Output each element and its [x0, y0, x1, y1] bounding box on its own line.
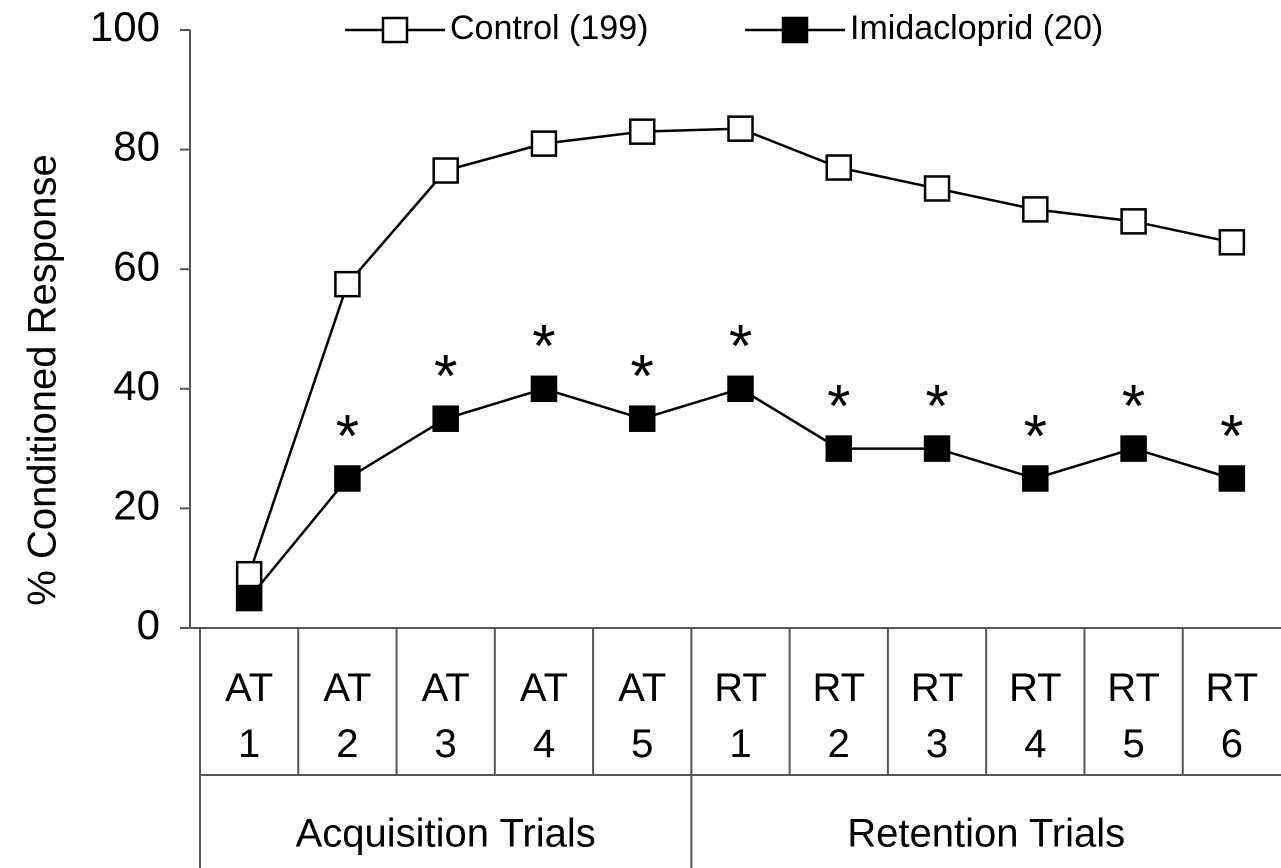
x-tick-label: RT 1: [714, 666, 767, 766]
point-label: *: [1024, 402, 1047, 469]
y-tick-label: 80: [113, 123, 160, 170]
y-tick-label: 100: [90, 3, 160, 50]
x-tick-label: AT 3: [422, 666, 470, 766]
marker: [923, 175, 951, 202]
marker: [432, 405, 459, 432]
marker: [1120, 208, 1147, 235]
marker: [628, 405, 656, 432]
x-tick-label: AT 1: [225, 666, 273, 766]
marker: [1022, 465, 1049, 492]
legend-marker: [381, 16, 409, 44]
point-label: *: [925, 372, 948, 439]
marker: [432, 157, 459, 184]
marker: [530, 375, 558, 403]
point-label: *: [631, 343, 654, 410]
x-tick-label: AT 5: [618, 666, 666, 766]
y-tick-label: 60: [113, 242, 160, 289]
point-label: *: [532, 313, 555, 380]
y-tick-label: 0: [137, 601, 160, 648]
y-axis-label: % Conditioned Response: [21, 154, 65, 605]
marker: [825, 154, 853, 181]
point-label: *: [434, 343, 457, 410]
marker: [530, 130, 558, 157]
y-tick-label: 20: [113, 481, 160, 528]
marker: [628, 118, 656, 145]
x-tick-label: AT 2: [323, 666, 371, 766]
x-tick-label: RT 2: [812, 666, 865, 766]
marker: [825, 435, 853, 462]
group-label: Acquisition Trials: [296, 812, 596, 856]
y-tick-label: 40: [113, 362, 160, 409]
legend-marker: [781, 16, 809, 44]
x-tick-label: AT 4: [520, 666, 568, 766]
legend-label: Control (199): [450, 9, 648, 47]
legend-label: Imidacloprid (20): [850, 9, 1103, 47]
point-label: *: [1122, 372, 1145, 439]
marker: [334, 270, 361, 298]
series-line: [248, 387, 1233, 599]
x-tick-label: RT 5: [1107, 666, 1160, 766]
point-label: *: [729, 313, 752, 380]
marker: [334, 465, 361, 492]
group-label: Retention Trials: [847, 812, 1125, 856]
marker: [923, 435, 951, 462]
marker: [727, 115, 754, 142]
marker: [727, 375, 754, 403]
point-label: *: [1220, 402, 1243, 469]
point-label: *: [336, 402, 359, 469]
point-label: *: [827, 372, 850, 439]
marker: [1218, 229, 1246, 256]
x-tick-label: RT 6: [1206, 666, 1259, 766]
marker: [1218, 465, 1246, 492]
x-tick-label: RT 4: [1009, 666, 1062, 766]
marker: [1022, 196, 1049, 223]
marker: [235, 560, 263, 588]
marker: [235, 584, 263, 612]
x-tick-label: RT 3: [911, 666, 964, 766]
marker: [1120, 435, 1147, 462]
